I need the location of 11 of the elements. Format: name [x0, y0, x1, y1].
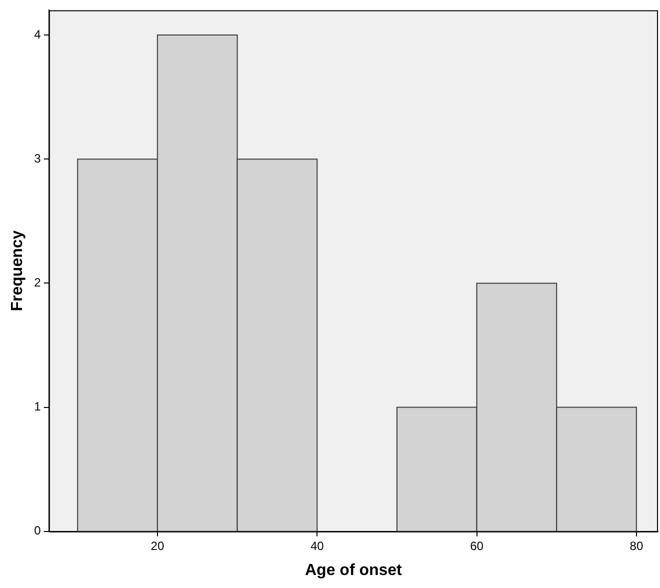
x-tick-label: 60: [470, 538, 484, 553]
y-tick-label: 2: [34, 276, 42, 290]
x-tick-label: 80: [630, 538, 644, 553]
x-axis-title: Age of onset: [304, 562, 403, 579]
y-tick-label: 1: [34, 400, 42, 414]
y-axis-title: Frequency: [9, 230, 26, 312]
y-tick-label: 0: [34, 524, 42, 538]
x-tick-label: 40: [310, 538, 324, 553]
x-tick-label: 20: [150, 538, 164, 553]
y-tick-label: 3: [34, 151, 42, 166]
y-tick-label: 4: [34, 27, 42, 42]
